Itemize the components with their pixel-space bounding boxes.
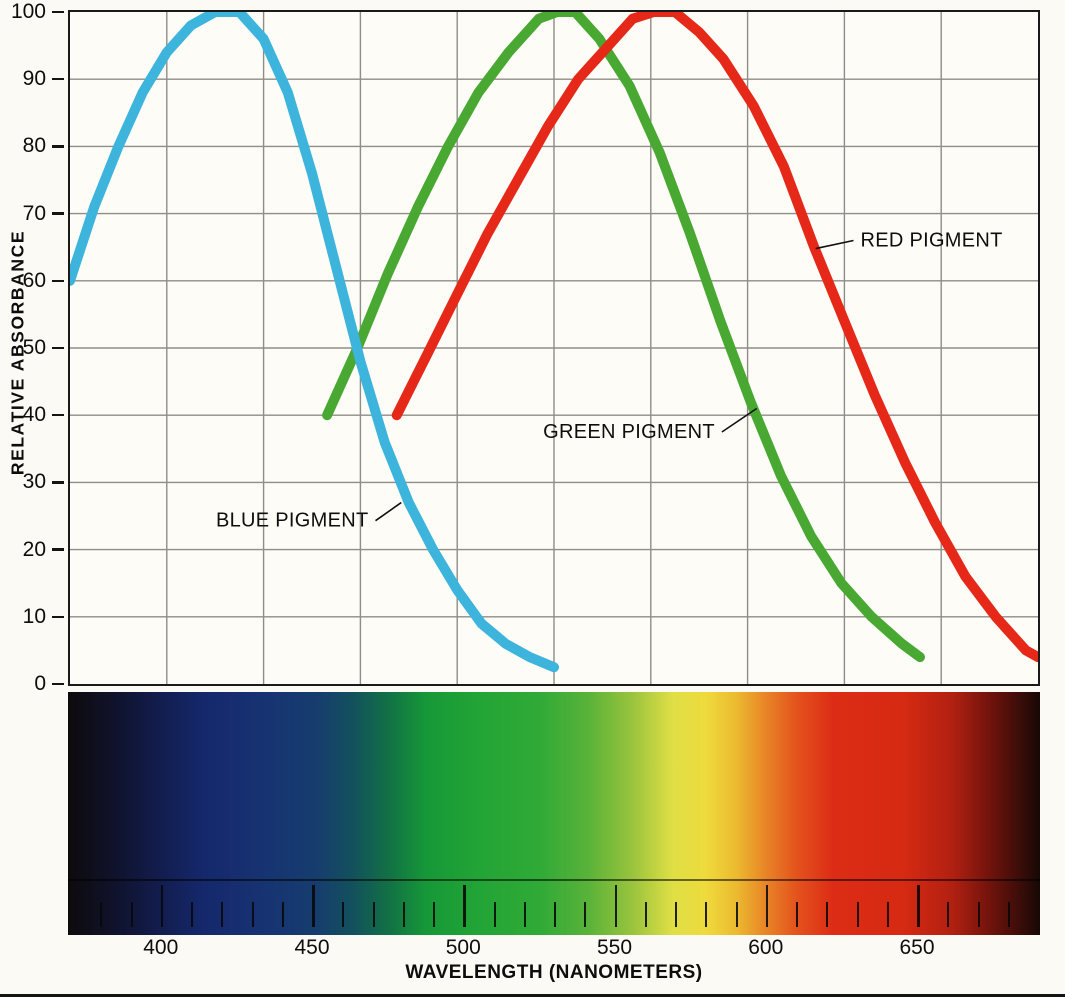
y-tick-mark-80 xyxy=(52,145,64,148)
minor-tick-510 xyxy=(493,902,496,927)
minor-tick-590 xyxy=(735,902,738,927)
minor-tick-470 xyxy=(372,902,375,927)
ruler-divider-line xyxy=(68,879,1040,881)
minor-tick-620 xyxy=(826,902,829,927)
y-tick-mark-30 xyxy=(52,481,64,484)
x-tick-label-600: 600 xyxy=(748,936,784,959)
y-tick-label-90: 90 xyxy=(22,67,46,91)
red-pigment-curve xyxy=(391,12,1038,663)
x-tick-label-450: 450 xyxy=(294,936,330,959)
red-pigment-label: RED PIGMENT xyxy=(860,229,1002,251)
blue-pigment-label: BLUE PIGMENT xyxy=(216,510,369,532)
y-tick-mark-40 xyxy=(52,413,64,417)
x-axis-title: WAVELENGTH (NANOMETERS) xyxy=(405,962,703,983)
minor-tick-440 xyxy=(281,902,284,927)
plot-area: RED PIGMENT GREEN PIGMENT BLUE PIGMENT xyxy=(68,10,1040,686)
major-tick-400 xyxy=(160,885,164,927)
x-tick-label-500: 500 xyxy=(445,936,481,959)
minor-tick-490 xyxy=(433,902,435,927)
y-tick-mark-0 xyxy=(52,682,64,686)
y-tick-label-80: 80 xyxy=(22,134,46,158)
minor-tick-630 xyxy=(856,902,859,927)
minor-tick-410 xyxy=(191,902,193,927)
minor-tick-560 xyxy=(644,902,647,927)
minor-tick-610 xyxy=(796,902,798,927)
major-tick-450 xyxy=(312,885,315,927)
major-tick-500 xyxy=(463,885,466,927)
y-tick-label-50: 50 xyxy=(22,336,46,359)
minor-tick-570 xyxy=(675,902,677,927)
major-tick-600 xyxy=(765,885,769,927)
minor-tick-390 xyxy=(130,902,133,927)
minor-tick-680 xyxy=(1007,902,1010,927)
y-tick-label-0: 0 xyxy=(34,672,46,695)
y-tick-mark-100 xyxy=(52,10,64,14)
visible-spectrum-band xyxy=(68,692,1040,935)
y-tick-label-20: 20 xyxy=(22,537,46,561)
y-tick-mark-70 xyxy=(52,212,64,215)
page-edge-line xyxy=(0,994,1065,997)
y-tick-label-40: 40 xyxy=(22,403,46,427)
blue-pigment-pointer-line xyxy=(375,501,402,522)
minor-tick-420 xyxy=(221,902,224,927)
y-tick-label-10: 10 xyxy=(22,604,46,628)
y-tick-mark-20 xyxy=(52,548,64,551)
major-tick-550 xyxy=(614,885,617,927)
minor-tick-380 xyxy=(100,902,103,927)
minor-tick-580 xyxy=(705,902,708,927)
x-tick-label-550: 550 xyxy=(596,936,633,959)
x-tick-label-400: 400 xyxy=(143,936,179,959)
y-tick-label-60: 60 xyxy=(22,268,46,292)
minor-tick-480 xyxy=(402,902,405,927)
y-tick-label-70: 70 xyxy=(22,201,46,225)
y-tick-mark-50 xyxy=(52,346,64,350)
x-tick-label-650: 650 xyxy=(899,936,935,959)
y-tick-mark-90 xyxy=(52,77,64,81)
minor-tick-530 xyxy=(554,902,556,927)
green-pigment-label: GREEN PIGMENT xyxy=(543,421,715,443)
major-tick-650 xyxy=(917,885,920,927)
minor-tick-430 xyxy=(251,902,254,927)
minor-tick-640 xyxy=(886,902,889,927)
absorbance-chart: RED PIGMENT GREEN PIGMENT BLUE PIGMENT xyxy=(70,12,1038,684)
green-pigment-pointer-line xyxy=(721,407,758,433)
minor-tick-660 xyxy=(947,902,950,927)
minor-tick-540 xyxy=(584,902,587,927)
minor-tick-520 xyxy=(523,902,526,927)
y-tick-label-100: 100 xyxy=(10,0,46,23)
red-pigment-pointer-line xyxy=(815,239,854,250)
y-tick-mark-10 xyxy=(52,615,64,619)
minor-tick-460 xyxy=(342,902,345,927)
y-tick-mark-60 xyxy=(52,279,64,283)
y-tick-label-30: 30 xyxy=(22,470,46,494)
blue-pigment-curve xyxy=(70,12,559,673)
minor-tick-670 xyxy=(977,902,980,927)
green-pigment-curve xyxy=(322,12,925,663)
